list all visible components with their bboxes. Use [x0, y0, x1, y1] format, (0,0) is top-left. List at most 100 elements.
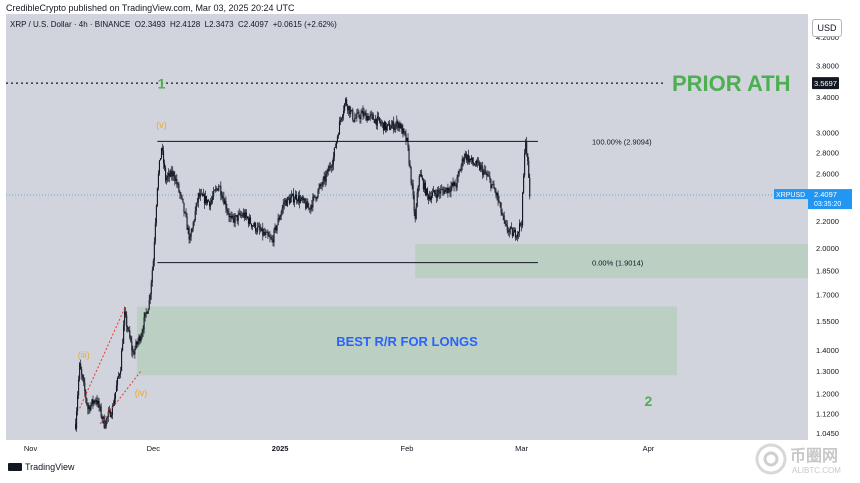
candle-body — [114, 392, 117, 399]
currency-button[interactable]: USD — [812, 19, 842, 37]
candle-body — [145, 312, 147, 313]
candle-body — [401, 124, 403, 134]
candle-body — [417, 185, 419, 193]
candle-body — [352, 109, 354, 120]
candle-body — [227, 210, 229, 214]
candle-body — [219, 186, 221, 187]
candle-body — [93, 400, 95, 404]
candle-body — [117, 375, 120, 378]
candle-body — [128, 330, 130, 331]
candle-body — [489, 176, 491, 180]
close-label: C — [238, 20, 244, 29]
tradingview-logo[interactable]: TradingView — [8, 462, 75, 472]
candle-body — [108, 409, 110, 413]
candle-body — [282, 204, 284, 209]
y-tick-10: 1.5500 — [816, 317, 839, 326]
candle-body — [400, 124, 402, 129]
candle-body — [373, 119, 375, 123]
candle-body — [244, 212, 246, 219]
candle-body — [127, 327, 129, 331]
candle-body — [261, 227, 263, 231]
candle-body — [346, 99, 348, 106]
candle-body — [192, 222, 194, 229]
candle-body — [270, 237, 272, 239]
candle-body — [435, 193, 437, 195]
candle-body — [498, 200, 500, 203]
candle-body — [411, 183, 413, 185]
candle-body — [413, 195, 415, 212]
time-axis[interactable]: NovDec2025FebMarAprMay — [6, 440, 808, 456]
prior-ath-badge-text: 3.5697 — [814, 79, 837, 88]
candle-body — [515, 237, 518, 238]
candle-body — [429, 196, 432, 200]
high-value: 2.4128 — [175, 20, 201, 29]
candle-body — [374, 118, 376, 123]
candle-body — [338, 121, 341, 135]
candle-body — [134, 348, 136, 355]
candle-body — [126, 315, 128, 328]
candle-body — [450, 186, 452, 192]
candle-body — [432, 192, 434, 197]
candle-body — [468, 158, 470, 163]
candle-body — [355, 117, 357, 119]
candle-body — [112, 405, 114, 406]
x-tick-0: Nov — [24, 444, 38, 453]
candle-body — [361, 110, 363, 114]
candle-body — [272, 239, 274, 243]
candle-body — [399, 122, 401, 129]
candle-body — [322, 178, 324, 186]
candle-body — [247, 218, 249, 224]
candle-body — [169, 173, 171, 177]
candle-body — [486, 173, 488, 176]
candle-body — [448, 187, 450, 191]
candle-body — [77, 395, 79, 412]
y-tick-8: 1.8500 — [816, 266, 839, 275]
candle-body — [162, 150, 165, 164]
candle-body — [248, 217, 251, 224]
low-label: L — [204, 20, 210, 29]
candle-body — [319, 184, 321, 188]
candle-body — [78, 379, 80, 396]
candle-body — [217, 188, 219, 191]
candle-body — [394, 127, 396, 130]
candle-body — [189, 236, 191, 240]
candle-body — [267, 232, 269, 236]
candle-body — [505, 223, 507, 225]
candle-body — [462, 158, 464, 162]
candle-body — [94, 400, 96, 402]
candle-body — [75, 423, 77, 429]
y-tick-4: 2.8000 — [816, 148, 839, 157]
y-tick-3: 3.0000 — [816, 129, 839, 138]
candle-body — [487, 175, 489, 176]
zone-0 — [415, 243, 808, 279]
candle-body — [256, 231, 258, 232]
candle-body — [314, 195, 316, 198]
candle-body — [110, 415, 112, 418]
candle-body — [390, 128, 392, 130]
candle-body — [488, 175, 490, 177]
candle-body — [160, 148, 163, 159]
candle-body — [502, 215, 504, 216]
candle-body — [205, 196, 208, 204]
candle-body — [456, 177, 458, 188]
candle-body — [143, 317, 145, 330]
price-chart[interactable]: BEST R/R FOR LONGS PRIOR ATH 100.00% (2.90… — [6, 14, 808, 440]
candle-body — [458, 171, 460, 174]
price-axis[interactable]: 4.2000 3.8000 3.4000 3.0000 2.8000 2.6000 2.20… — [808, 14, 860, 440]
candle-body — [318, 187, 320, 190]
watermark-svg: 币圈网 ALIBTC.COM — [755, 443, 841, 475]
candle-body — [250, 223, 253, 227]
candle-body — [388, 123, 390, 125]
candle-body — [157, 173, 159, 188]
candle-body — [203, 194, 206, 204]
candle-body — [421, 177, 423, 180]
candle-body — [323, 176, 325, 179]
candle-body — [461, 158, 463, 166]
candle-body — [151, 270, 153, 283]
candle-body — [142, 329, 144, 333]
candle-body — [237, 214, 239, 221]
candle-body — [164, 163, 166, 168]
chart-area[interactable]: BEST R/R FOR LONGS PRIOR ATH 100.00% (2.90… — [6, 14, 808, 440]
candle-body — [146, 312, 148, 314]
candle-body — [451, 183, 453, 187]
